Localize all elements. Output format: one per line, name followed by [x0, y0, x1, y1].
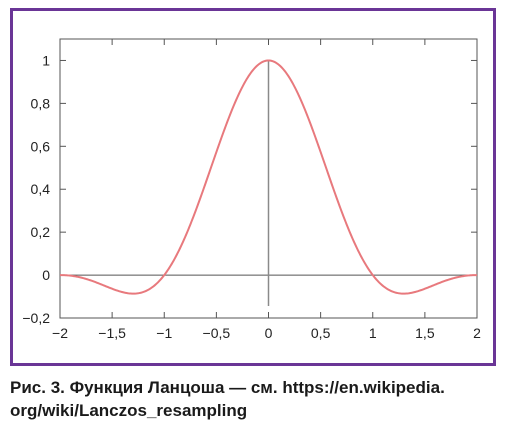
- caption-line-1: Рис. 3. Функция Ланцоша — см. https://en…: [10, 378, 445, 397]
- y-tick-label: −0,2: [22, 310, 50, 326]
- y-tick-label: 0: [42, 267, 50, 283]
- lanczos-chart: −2 −1,5 −1 −0,5 0 0,5 1 1,5 2 −0,2 0 0,2 0,4 0,6 0,8 1: [22, 38, 481, 341]
- y-tick-label: 0,2: [31, 224, 51, 240]
- y-tick-label: 0,8: [31, 95, 51, 111]
- x-tick-label: −0,5: [203, 325, 231, 341]
- y-tick-label: 0,6: [31, 138, 51, 154]
- x-tick-label: −1,5: [98, 325, 126, 341]
- y-tick-label: 0,4: [31, 181, 51, 197]
- caption-line-2: org/wiki/Lanczos_resampling: [10, 401, 248, 420]
- x-tick-label: −1: [156, 325, 172, 341]
- x-tick-label: 0: [265, 325, 273, 341]
- lanczos-curve: [60, 59, 477, 295]
- figure-frame: −2 −1,5 −1 −0,5 0 0,5 1 1,5 2 −0,2 0 0,2 0,4 0,6 0,8 1: [10, 8, 496, 366]
- x-tick-label: 0,5: [311, 325, 331, 341]
- x-tick-label: 1: [369, 325, 377, 341]
- x-tick-label: −2: [52, 325, 68, 341]
- x-tick-label: 1,5: [415, 325, 435, 341]
- plot-area: −2 −1,5 −1 −0,5 0 0,5 1 1,5 2 −0,2 0 0,2 0,4 0,6 0,8 1: [22, 38, 481, 341]
- figure-caption: Рис. 3. Функция Ланцоша — см. https://en…: [10, 376, 500, 422]
- y-tick-label: 1: [42, 52, 50, 68]
- x-tick-label: 2: [473, 325, 481, 341]
